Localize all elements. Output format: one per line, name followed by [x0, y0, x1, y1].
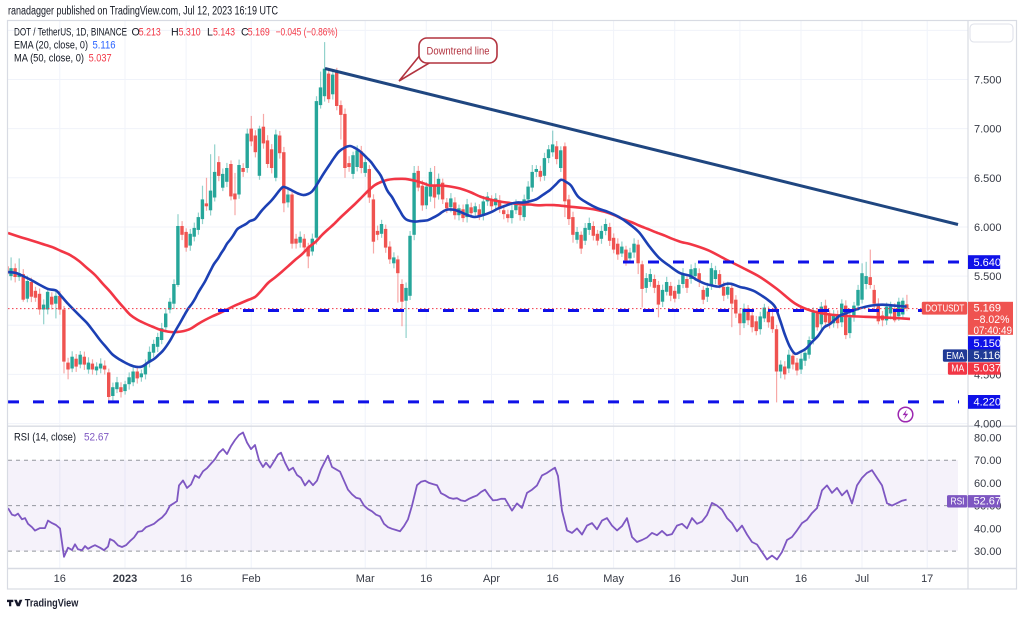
- svg-text:−8.02%: −8.02%: [974, 314, 1010, 326]
- svg-text:16: 16: [420, 573, 432, 585]
- svg-text:16: 16: [546, 573, 558, 585]
- svg-text:EMA (20, close, 0)5.116: EMA (20, close, 0) 5.116: [14, 39, 116, 51]
- svg-text:16: 16: [669, 573, 681, 585]
- svg-text:16: 16: [795, 573, 807, 585]
- svg-text:4.000: 4.000: [974, 419, 1002, 431]
- svg-text:16: 16: [54, 573, 66, 585]
- svg-text:DOTUSDT: DOTUSDT: [925, 303, 965, 314]
- svg-text:Mar: Mar: [356, 573, 375, 585]
- svg-text:7.000: 7.000: [974, 124, 1002, 136]
- svg-text:6.000: 6.000: [974, 222, 1002, 234]
- svg-text:RSI: RSI: [951, 497, 965, 508]
- svg-text:70.00: 70.00: [974, 455, 1002, 467]
- svg-text:40.00: 40.00: [974, 523, 1002, 535]
- svg-text:17: 17: [921, 573, 933, 585]
- svg-text:7.500: 7.500: [974, 75, 1002, 87]
- svg-text:MA: MA: [951, 364, 964, 375]
- svg-text:May: May: [603, 573, 624, 585]
- svg-text:30.00: 30.00: [974, 546, 1002, 558]
- svg-text:16: 16: [180, 573, 192, 585]
- svg-text:ranadagger published on Tradin: ranadagger published on TradingView.com,…: [8, 6, 278, 18]
- svg-text:EMA: EMA: [946, 351, 964, 362]
- svg-text:MA (50, close, 0)5.037: MA (50, close, 0) 5.037: [14, 52, 112, 64]
- svg-text:Apr: Apr: [483, 573, 500, 585]
- svg-text:5.037: 5.037: [974, 363, 1002, 375]
- svg-text:Jul: Jul: [855, 573, 869, 585]
- svg-text:5.640: 5.640: [974, 257, 1002, 269]
- svg-text:5.169: 5.169: [974, 302, 1002, 314]
- svg-text:Jun: Jun: [731, 573, 749, 585]
- svg-text:5.500: 5.500: [974, 271, 1002, 283]
- svg-text:2023: 2023: [113, 573, 137, 585]
- svg-text:Downtrend line: Downtrend line: [427, 45, 490, 57]
- svg-text:TradingView: TradingView: [25, 597, 79, 609]
- svg-text:RSI (14, close)52.67: RSI (14, close) 52.67: [14, 431, 109, 443]
- svg-text:Feb: Feb: [242, 573, 261, 585]
- svg-text:80.00: 80.00: [974, 433, 1002, 445]
- svg-text:4.220: 4.220: [974, 397, 1002, 409]
- svg-text:07:40:49: 07:40:49: [974, 325, 1013, 337]
- svg-text:5.116: 5.116: [974, 350, 1001, 362]
- svg-text:52.67: 52.67: [974, 496, 1002, 508]
- svg-text:60.00: 60.00: [974, 478, 1002, 490]
- svg-text:6.500: 6.500: [974, 173, 1002, 185]
- svg-text:5.150: 5.150: [974, 338, 1002, 350]
